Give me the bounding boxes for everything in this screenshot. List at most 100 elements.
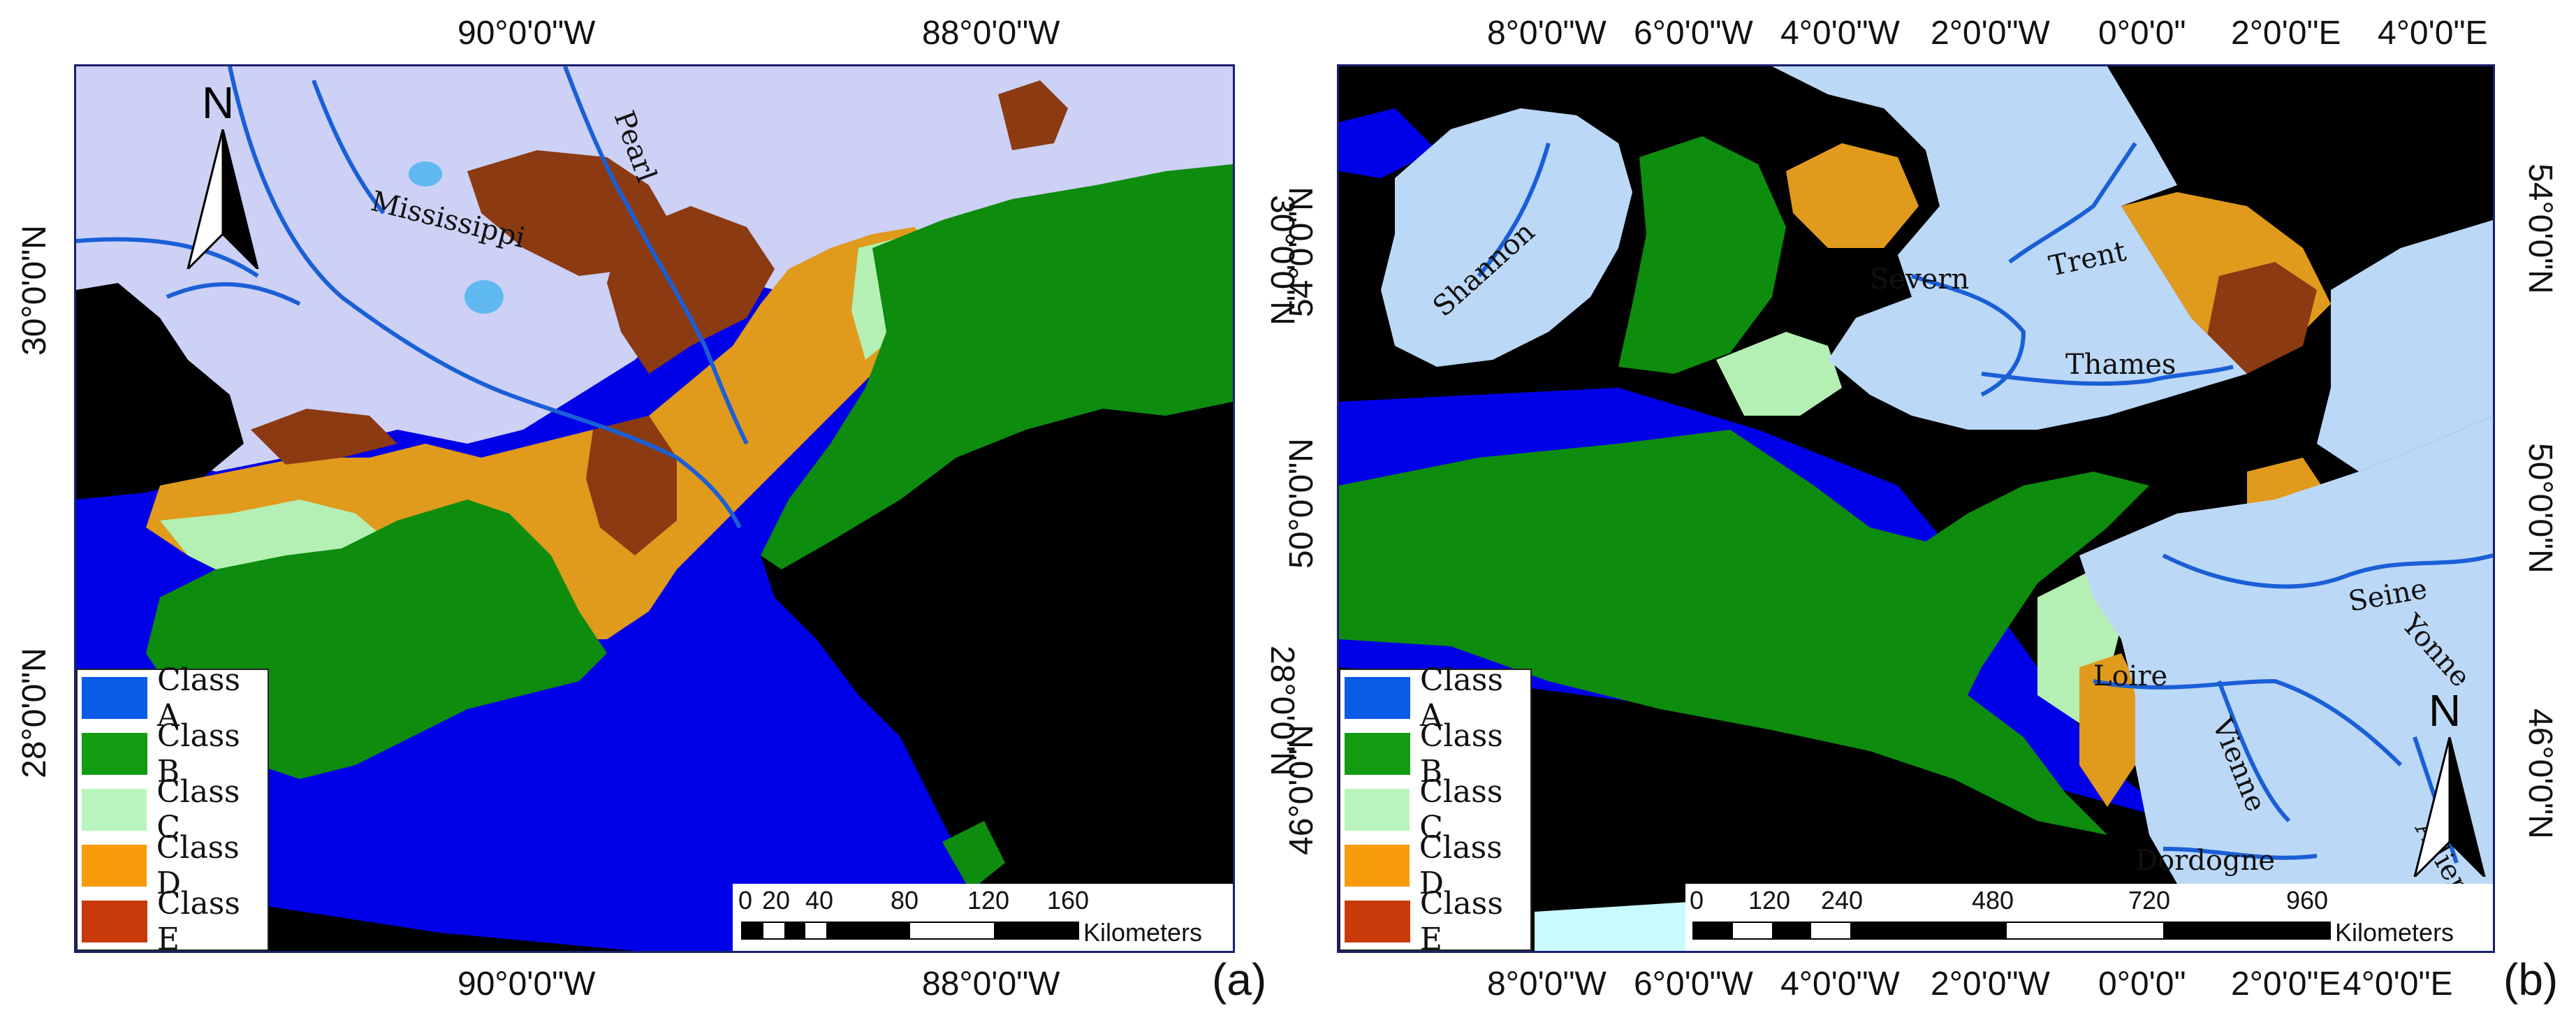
legend-item-class-d: Class D — [1340, 830, 1530, 901]
panel-a-scalebar: 0 20 40 80 120 160 Kilometers — [733, 884, 1233, 951]
panel-b-lon-top-6: 4°0'0"E — [2378, 15, 2488, 52]
panel-a-class-e-patch-5 — [251, 409, 397, 465]
panel-a-class-b-patch — [942, 821, 1005, 891]
legend-label-class-a: Class A — [1419, 662, 1504, 734]
panel-a-river-tributary-1 — [76, 237, 259, 278]
legend-swatch-class-c — [1345, 789, 1410, 831]
legend-item-class-c: Class C — [1340, 774, 1530, 845]
panel-b-lon-top-2: 4°0'0"W — [1780, 15, 1900, 52]
panel-a-lon-bottom-1: 88°0'0"W — [922, 966, 1060, 1003]
legend-swatch-class-b — [1345, 733, 1410, 775]
panel-b-river-trent — [2008, 142, 2137, 264]
panel-b-lat-right-1: 50°0'0"N — [2522, 443, 2559, 574]
legend-swatch-class-d — [1345, 845, 1410, 887]
legend-item-class-a: Class A — [1340, 662, 1530, 734]
legend-item-class-e: Class E — [78, 886, 268, 951]
legend-swatch-class-a — [1345, 677, 1410, 719]
legend-item-class-c: Class C — [78, 774, 268, 845]
panel-a-scale-unit: Kilometers — [1083, 918, 1203, 947]
panel-b-river-dordogne — [2162, 847, 2318, 860]
panel-b-lon-top-3: 2°0'0"W — [1931, 15, 2050, 52]
panel-a-lon-top-0: 90°0'0"W — [458, 15, 596, 52]
panel-b-scale-num-0: 0 — [1690, 886, 1704, 915]
panel-b-lat-left-2: 46°0'0"N — [1283, 724, 1320, 855]
panel-b-river-label-dordogne: Dordogne — [2135, 845, 2275, 877]
panel-b: 8°0'0"W 6°0'0"W 4°0'0"W 2°0'0"W 0°0'0" 2… — [1283, 0, 2576, 1034]
panel-b-lon-bottom-5: 2°0'0"E — [2231, 966, 2341, 1003]
panel-b-class-b-shelf — [1339, 430, 2149, 835]
panel-b-lat-right-2: 46°0'0"N — [2522, 708, 2559, 839]
panel-b-river-label-severn: Severn — [1870, 263, 1969, 296]
panel-a-lake-2 — [464, 280, 504, 314]
panel-b-lon-top-0: 8°0'0"W — [1487, 15, 1607, 52]
panel-a-lat-left-1: 28°0'0"N — [16, 648, 53, 778]
panel-a-tag: (a) — [1212, 954, 1267, 1005]
panel-a-river-tributary-2 — [312, 79, 386, 214]
panel-b-scale-num-3: 480 — [1972, 886, 2014, 915]
panel-b-class-d-coast-3 — [2079, 653, 2149, 807]
panel-a-river-mississippi — [228, 66, 742, 529]
panel-b-lon-top-4: 0°0'0" — [2098, 15, 2186, 52]
panel-b-river-network — [1477, 142, 2493, 864]
panel-b-cyan-strip — [1535, 902, 1688, 951]
panel-b-lon-bottom-1: 6°0'0"W — [1634, 966, 1753, 1003]
panel-b-lon-bottom-3: 2°0'0"W — [1931, 966, 2050, 1003]
panel-a-river-pearl — [563, 66, 749, 445]
panel-b-scale-track — [1692, 922, 2331, 940]
panel-b-land-france — [2079, 416, 2493, 884]
panel-b-lat-right-0: 54°0'0"N — [2522, 163, 2559, 294]
legend-swatch-class-e — [82, 901, 147, 942]
panel-a-class-b-east — [761, 164, 1233, 569]
panel-a-scale-num-1: 20 — [762, 886, 791, 915]
panel-b-ocean-north — [1339, 108, 1437, 178]
panel-a-legend: Class A Class B Class C Class D Class E — [76, 662, 269, 951]
legend-label-class-b: Class B — [1419, 718, 1503, 789]
legend-label-class-a: Class A — [156, 662, 241, 734]
panel-b-river-thames — [1981, 365, 2234, 386]
legend-label-class-e: Class E — [156, 886, 240, 953]
panel-b-lon-bottom-2: 4°0'0"W — [1780, 966, 1900, 1003]
panel-a-lon-bottom-0: 90°0'0"W — [458, 966, 596, 1003]
panel-a-nodata-east — [761, 402, 1233, 951]
panel-b-river-seine — [2162, 553, 2493, 589]
panel-b-river-label-loire: Loire — [2093, 660, 2167, 692]
panel-a: 90°0'0"W 88°0'0"W 90°0'0"W 88°0'0"W 30°0… — [16, 15, 1301, 1005]
panel-b-scale-num-1: 120 — [1748, 886, 1791, 915]
legend-swatch-class-c — [82, 789, 147, 831]
panel-a-scale-num-4: 120 — [967, 886, 1010, 915]
panel-b-scale-num-5: 960 — [2286, 886, 2329, 915]
panel-b-legend: Class A Class B Class C Class D Class E — [1339, 662, 1532, 951]
legend-item-class-e: Class E — [1340, 886, 1530, 951]
panel-a-scale-num-5: 160 — [1047, 886, 1090, 915]
panel-b-north-arrow: N — [2408, 685, 2491, 877]
panel-b-river-shannon — [1477, 143, 1551, 277]
panel-b-scale-num-4: 720 — [2128, 886, 2171, 915]
panel-a-lon-top-1: 88°0'0"W — [922, 15, 1060, 52]
panel-b-north-arrow-icon — [2413, 737, 2486, 877]
panel-a-north-label: N — [202, 78, 235, 128]
panel-a-north-arrow: N — [181, 78, 265, 269]
panel-b-lon-top-1: 6°0'0"W — [1634, 15, 1753, 52]
panel-b-lon-bottom-6: 4°0'0"E — [2343, 966, 2453, 1003]
legend-label-class-c: Class C — [1419, 774, 1503, 845]
panel-a-scale-track — [741, 922, 1079, 940]
panel-b-lat-left-1: 50°0'0"N — [1283, 438, 1320, 569]
legend-item-class-b: Class B — [78, 718, 268, 789]
panel-b-north-label: N — [2429, 685, 2461, 736]
panel-b-map: Shannon Severn Trent Thames Seine Yonne … — [1337, 64, 2495, 953]
panel-b-lon-bottom-0: 8°0'0"W — [1487, 966, 1607, 1003]
panel-a-scale-num-3: 80 — [891, 886, 919, 915]
panel-b-class-c-coast — [1716, 332, 1842, 416]
panel-b-class-b-irish-sea — [1618, 136, 1786, 374]
legend-item-class-d: Class D — [78, 830, 268, 901]
panel-b-class-d-coast-1 — [1786, 143, 1919, 248]
panel-b-river-loire — [2093, 678, 2403, 767]
panel-b-tag: (b) — [2503, 954, 2559, 1005]
panel-b-lat-left-0: 54°0'0"N — [1283, 187, 1320, 317]
panel-a-river-network — [76, 66, 749, 529]
panel-a-class-e-patch-4 — [998, 80, 1068, 150]
legend-label-class-d: Class D — [1419, 830, 1502, 901]
panel-a-scale-num-2: 40 — [805, 886, 834, 915]
panel-a-north-arrow-icon — [186, 129, 259, 269]
panel-b-scale-num-2: 240 — [1821, 886, 1864, 915]
